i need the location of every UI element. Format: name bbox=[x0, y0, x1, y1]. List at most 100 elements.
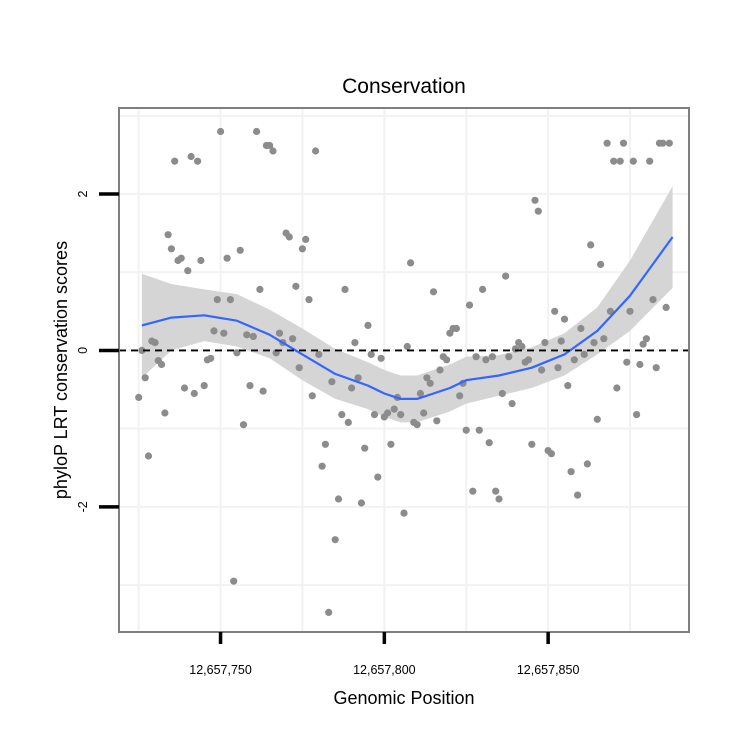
data-point bbox=[469, 487, 477, 495]
data-point bbox=[226, 296, 234, 304]
data-point bbox=[334, 495, 343, 503]
data-point bbox=[285, 233, 293, 241]
data-point bbox=[505, 353, 513, 361]
data-point bbox=[312, 147, 320, 155]
data-points bbox=[135, 127, 673, 617]
data-point bbox=[187, 152, 195, 161]
data-point bbox=[210, 327, 218, 335]
data-point bbox=[541, 339, 549, 347]
y-axis-title: phyloP LRT conservation scores bbox=[51, 241, 71, 499]
data-point bbox=[256, 285, 264, 293]
data-point bbox=[495, 495, 503, 503]
data-point bbox=[636, 360, 644, 369]
x-tick-label: 12,657,850 bbox=[517, 663, 580, 677]
y-tick-label: 0 bbox=[76, 347, 90, 354]
data-point bbox=[141, 374, 149, 382]
data-point bbox=[646, 157, 654, 165]
data-point bbox=[357, 499, 365, 507]
data-point bbox=[400, 509, 408, 517]
data-point bbox=[223, 254, 231, 262]
data-point bbox=[151, 339, 159, 347]
plot-panel bbox=[119, 108, 689, 632]
data-point bbox=[413, 421, 421, 429]
data-point bbox=[138, 346, 146, 354]
data-point bbox=[328, 378, 336, 386]
data-point bbox=[639, 340, 647, 348]
data-point bbox=[587, 241, 595, 249]
data-point bbox=[171, 157, 179, 165]
data-point bbox=[361, 444, 369, 452]
data-point bbox=[387, 440, 395, 448]
data-point bbox=[289, 335, 297, 343]
data-point bbox=[465, 301, 474, 309]
data-point bbox=[351, 339, 359, 347]
data-point bbox=[266, 141, 274, 150]
data-point bbox=[606, 307, 615, 315]
data-point bbox=[397, 411, 405, 419]
data-point bbox=[135, 393, 143, 401]
y-tick-label: -2 bbox=[76, 501, 90, 512]
data-point bbox=[452, 324, 460, 333]
data-point bbox=[524, 356, 533, 364]
data-point bbox=[338, 411, 346, 419]
data-point bbox=[318, 462, 326, 470]
data-point bbox=[508, 400, 516, 408]
data-point bbox=[580, 350, 588, 358]
data-point bbox=[665, 139, 673, 147]
data-point bbox=[302, 235, 310, 243]
data-point bbox=[348, 384, 356, 392]
smooth-line bbox=[141, 236, 674, 400]
data-point bbox=[462, 426, 470, 434]
data-point bbox=[616, 157, 624, 165]
data-point bbox=[443, 356, 451, 364]
data-point bbox=[488, 353, 496, 361]
data-point bbox=[577, 324, 585, 333]
data-point bbox=[364, 321, 372, 329]
data-point bbox=[407, 259, 415, 267]
data-point bbox=[429, 288, 438, 296]
data-point bbox=[416, 389, 424, 398]
x-tick-label: 12,657,800 bbox=[353, 663, 416, 677]
data-point bbox=[390, 405, 398, 413]
data-point bbox=[292, 282, 300, 290]
data-point bbox=[652, 364, 660, 372]
data-point bbox=[341, 285, 349, 293]
data-point bbox=[551, 307, 559, 315]
data-point bbox=[194, 157, 202, 165]
data-point bbox=[200, 382, 208, 390]
data-point bbox=[554, 364, 562, 372]
data-point bbox=[538, 366, 546, 374]
data-point bbox=[518, 342, 526, 351]
data-point bbox=[531, 196, 539, 204]
data-point bbox=[161, 409, 169, 417]
data-point bbox=[374, 473, 382, 481]
chart-title: Conservation bbox=[342, 75, 466, 98]
data-point bbox=[629, 157, 637, 165]
data-point bbox=[325, 608, 333, 617]
data-point bbox=[610, 157, 618, 165]
data-point bbox=[164, 231, 172, 239]
data-point bbox=[613, 384, 621, 392]
x-axis-ticks: 12,657,750 12,657,800 12,657,850 bbox=[189, 632, 579, 677]
data-point bbox=[305, 296, 313, 304]
data-point bbox=[485, 439, 493, 447]
data-point bbox=[249, 332, 257, 340]
data-point bbox=[659, 139, 667, 147]
data-point bbox=[560, 315, 569, 323]
data-point bbox=[269, 147, 277, 155]
data-point bbox=[623, 358, 631, 366]
data-point bbox=[259, 387, 267, 395]
data-point bbox=[619, 139, 628, 147]
data-point bbox=[600, 335, 608, 343]
data-point bbox=[433, 417, 441, 425]
data-point bbox=[217, 127, 225, 136]
data-point bbox=[377, 354, 385, 362]
data-point bbox=[423, 374, 431, 382]
data-point bbox=[597, 260, 605, 268]
data-point bbox=[308, 392, 316, 400]
data-point bbox=[420, 409, 428, 417]
smooth-line-layer bbox=[141, 236, 674, 400]
data-point bbox=[177, 254, 185, 262]
data-point bbox=[557, 337, 565, 345]
data-point bbox=[570, 356, 578, 364]
